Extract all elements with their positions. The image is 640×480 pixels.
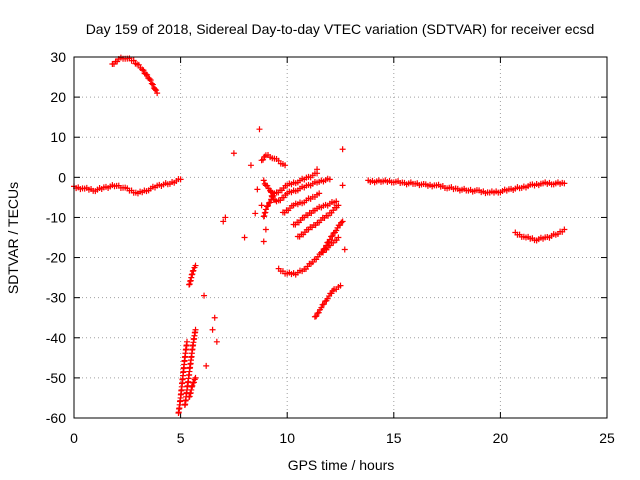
data-point — [222, 214, 229, 221]
y-tick-label: 10 — [50, 129, 66, 145]
data-point — [319, 249, 326, 256]
data-point — [326, 176, 333, 183]
data-point — [230, 150, 237, 157]
data-point — [135, 61, 142, 68]
x-tick-label: 10 — [279, 430, 295, 446]
data-point — [337, 222, 344, 229]
data-point — [153, 87, 160, 94]
data-point — [146, 75, 153, 82]
data-point — [177, 176, 184, 183]
data-point — [268, 196, 275, 203]
y-tick-label: 20 — [50, 89, 66, 105]
x-axis-label: GPS time / hours — [288, 457, 395, 473]
data-point — [333, 227, 340, 234]
chart-title: Day 159 of 2018, Sidereal Day-to-day VTE… — [86, 21, 595, 37]
data-point — [313, 313, 320, 320]
data-point — [329, 232, 336, 239]
data-point — [140, 67, 147, 74]
data-point — [258, 202, 265, 209]
data-point — [339, 218, 346, 225]
data-point — [282, 162, 289, 169]
data-point — [256, 126, 263, 133]
data-point — [333, 198, 340, 205]
data-point — [190, 379, 197, 386]
y-tick-label: -50 — [46, 370, 66, 386]
x-tick-label: 15 — [386, 430, 402, 446]
plot-frame — [73, 56, 608, 419]
data-points — [71, 54, 568, 416]
data-point — [149, 81, 156, 88]
y-tick-label: 30 — [50, 49, 66, 65]
data-point — [189, 382, 196, 389]
data-point — [561, 226, 568, 233]
data-point — [320, 301, 327, 308]
data-point — [183, 338, 190, 345]
data-point — [241, 234, 248, 241]
data-point — [190, 267, 197, 274]
data-point — [335, 234, 342, 241]
y-tick-label: -20 — [46, 250, 66, 266]
data-point — [211, 314, 218, 321]
data-point — [328, 290, 335, 297]
data-point — [262, 226, 269, 233]
data-point — [315, 309, 322, 316]
data-point — [192, 326, 199, 333]
data-point — [201, 292, 208, 299]
data-point — [252, 210, 259, 217]
data-point — [324, 295, 331, 302]
data-point — [254, 186, 261, 193]
data-point — [335, 202, 342, 209]
y-tick-label: -40 — [46, 330, 66, 346]
y-tick-label: -30 — [46, 290, 66, 306]
data-point — [326, 236, 333, 243]
data-point — [213, 338, 220, 345]
data-point — [339, 182, 346, 189]
y-axis-label: SDTVAR / TECUs — [5, 182, 21, 294]
data-point — [262, 206, 269, 213]
data-point — [148, 80, 155, 87]
x-tick-label: 20 — [493, 430, 509, 446]
data-point — [260, 238, 267, 245]
data-point — [265, 202, 272, 209]
x-tick-label: 0 — [70, 430, 78, 446]
data-point — [318, 304, 325, 311]
data-point — [192, 262, 199, 269]
data-point — [267, 199, 274, 206]
data-point — [142, 71, 149, 78]
data-point — [152, 86, 159, 93]
data-point — [260, 156, 267, 163]
data-point — [139, 66, 146, 73]
data-point — [130, 57, 137, 64]
grid — [74, 57, 607, 418]
data-point — [321, 245, 328, 252]
y-tick-label: 0 — [58, 169, 66, 185]
data-point — [314, 166, 321, 173]
y-tick-label: -10 — [46, 209, 66, 225]
data-point — [144, 71, 151, 78]
data-point — [323, 242, 330, 249]
data-point — [337, 282, 344, 289]
data-point — [220, 218, 227, 225]
data-point — [338, 219, 345, 226]
data-point — [247, 162, 254, 169]
data-point — [209, 326, 216, 333]
data-point — [154, 90, 161, 97]
data-point — [339, 146, 346, 153]
data-point — [316, 190, 323, 197]
data-point — [147, 77, 154, 84]
x-tick-label: 25 — [599, 430, 615, 446]
data-point — [561, 180, 568, 187]
data-point — [192, 374, 199, 381]
y-tick-label: -60 — [46, 410, 66, 426]
data-point — [341, 246, 348, 253]
data-point — [260, 177, 267, 184]
x-tick-label: 5 — [177, 430, 185, 446]
data-point — [203, 362, 210, 369]
